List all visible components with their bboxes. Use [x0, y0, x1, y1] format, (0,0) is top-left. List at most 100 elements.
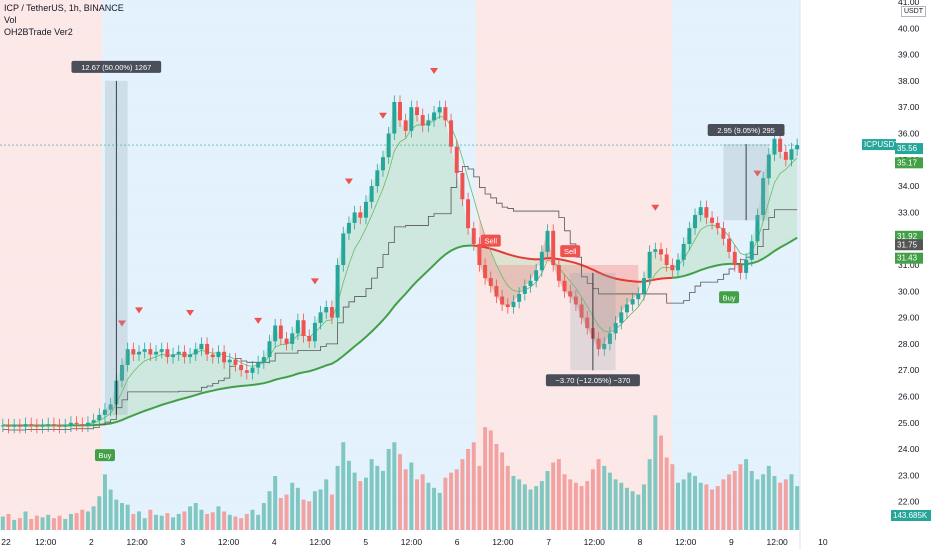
- volume-bar: [210, 512, 215, 530]
- buy-signal-box: [94, 449, 115, 462]
- oh2btrade-indicator-label[interactable]: OH2BTrade Ver2: [4, 27, 73, 37]
- volume-bar: [244, 513, 249, 530]
- volume-bar: [721, 479, 726, 530]
- x-tick-label: 12:00: [309, 537, 331, 547]
- volume-bar: [29, 519, 34, 530]
- price-tag-label: 31.92: [897, 232, 918, 241]
- volume-bar: [590, 469, 595, 530]
- candle-body: [789, 149, 794, 160]
- y-tick-label: 22.00: [898, 497, 920, 507]
- candle-body: [443, 107, 448, 121]
- volume-bar: [51, 518, 56, 530]
- x-tick-label: 22: [1, 537, 11, 547]
- y-tick-label: 40.00: [898, 23, 920, 33]
- volume-bar: [511, 476, 516, 530]
- volume-tag: [891, 510, 931, 521]
- volume-bar: [619, 482, 624, 530]
- volume-bar: [562, 474, 567, 530]
- candle-body: [483, 265, 488, 279]
- candle-body: [534, 270, 539, 281]
- volume-bar: [443, 477, 448, 530]
- candle-body: [375, 170, 380, 187]
- candlesticks: [0, 95, 800, 434]
- x-tick-label: 12:00: [127, 537, 149, 547]
- x-tick-label: 9: [729, 537, 734, 547]
- volume-bar: [380, 470, 385, 530]
- volume-bar: [205, 513, 210, 530]
- candle-body: [307, 336, 312, 342]
- candle-body: [290, 333, 295, 344]
- volume-bar: [222, 511, 227, 530]
- volume-bar: [23, 511, 28, 530]
- price-tag-label: 31.43: [897, 254, 918, 263]
- candle-body: [511, 301, 516, 308]
- x-tick-label: 12:00: [35, 537, 57, 547]
- sell-triangle-marker: [753, 170, 762, 177]
- candle-body: [528, 280, 533, 287]
- volume-bar: [295, 487, 300, 530]
- volume-bar: [676, 482, 680, 530]
- y-tick-label: 26.00: [898, 392, 920, 402]
- volume-bar: [761, 474, 766, 530]
- candle-body: [239, 364, 244, 371]
- volume-bar: [738, 464, 743, 530]
- candle-body: [670, 265, 675, 271]
- volume-bar: [188, 506, 193, 530]
- candle-body: [732, 251, 737, 265]
- volume-bar: [778, 482, 783, 530]
- volume-bar: [471, 442, 476, 530]
- candle-body: [12, 425, 17, 427]
- candle-body: [154, 351, 159, 355]
- candle-body: [420, 115, 425, 126]
- candle-body: [494, 286, 499, 297]
- sell-signal-box: [480, 234, 501, 247]
- candle-body: [676, 259, 680, 271]
- volume-bar: [318, 489, 323, 530]
- candle-body: [596, 338, 601, 350]
- volume-bar: [216, 506, 221, 530]
- volume-bar: [755, 479, 760, 530]
- candle-body: [551, 230, 556, 265]
- candle-body: [738, 265, 743, 273]
- price-tag: [895, 252, 923, 264]
- currency-badge[interactable]: USDT: [900, 6, 926, 17]
- volume-indicator-label[interactable]: Vol: [4, 15, 17, 25]
- candle-body: [545, 230, 550, 252]
- candle-body: [664, 254, 669, 265]
- volume-bar: [46, 514, 51, 530]
- volume-tag-label: 143.685K: [893, 511, 928, 520]
- y-tick-label: 23.00: [898, 470, 920, 480]
- candle-body: [193, 349, 198, 355]
- volume-bar: [358, 481, 363, 530]
- volume-bar: [34, 515, 39, 530]
- candle-body: [256, 362, 261, 368]
- volume-bar: [171, 517, 176, 530]
- volume-bar: [284, 494, 289, 530]
- volume-bar: [307, 501, 312, 530]
- volume-bar: [466, 449, 471, 530]
- volume-bar: [97, 496, 102, 530]
- ticker-tag-label: ICPUSDT: [864, 140, 899, 149]
- y-tick-label: 29.00: [898, 313, 920, 323]
- candle-body: [641, 278, 646, 294]
- volume-bar: [278, 497, 283, 530]
- x-tick-label: 7: [546, 537, 551, 547]
- sell-triangle-marker: [135, 307, 144, 314]
- volume-bar: [630, 491, 635, 530]
- candle-body: [579, 304, 584, 318]
- candle-body: [403, 120, 408, 131]
- candle-body: [182, 351, 187, 358]
- volume-bar: [182, 511, 187, 530]
- candle-body: [772, 138, 777, 155]
- candle-body: [97, 414, 102, 421]
- volume-bar: [528, 489, 533, 530]
- candle-body: [284, 338, 289, 344]
- candle-body: [500, 296, 505, 305]
- candle-body: [755, 215, 760, 242]
- sell-triangle-marker: [651, 204, 660, 211]
- volume-bar: [12, 519, 17, 530]
- candle-body: [63, 425, 68, 427]
- sell-signal-label: Sell: [485, 237, 498, 246]
- y-tick-label: 27.00: [898, 365, 920, 375]
